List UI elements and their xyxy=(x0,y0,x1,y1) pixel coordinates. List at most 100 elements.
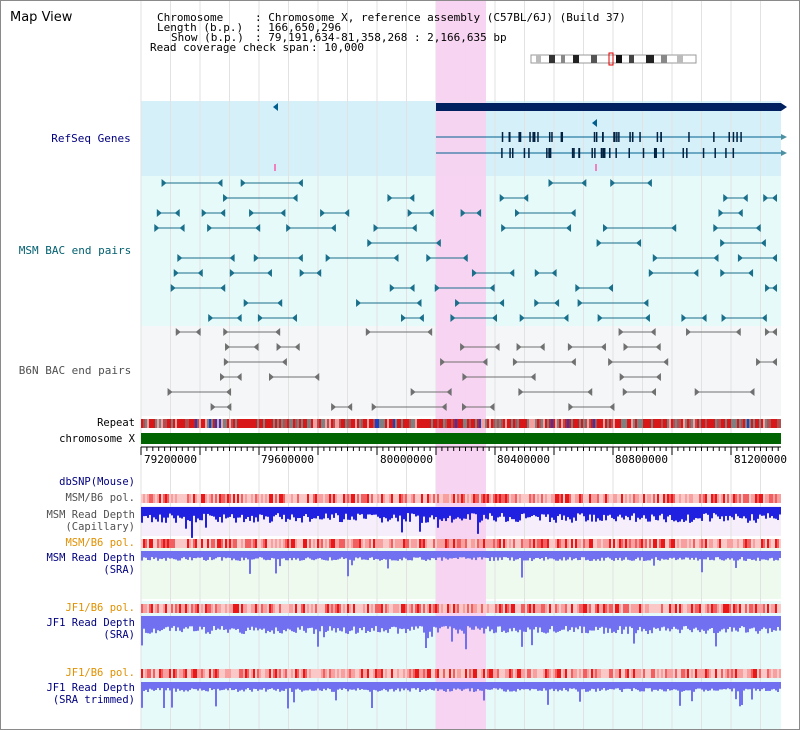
read-depth-bar xyxy=(407,616,409,630)
polymorphism-mark xyxy=(393,539,395,548)
repeat-segment xyxy=(165,419,167,428)
read-depth-bar xyxy=(215,507,217,520)
read-depth-bar xyxy=(433,616,435,627)
polymorphism-mark xyxy=(147,604,149,613)
polymorphism-mark xyxy=(317,604,319,613)
read-depth-bar xyxy=(721,682,723,690)
polymorphism-mark xyxy=(723,494,725,503)
bac-end xyxy=(644,314,650,322)
read-depth-bar xyxy=(735,551,737,568)
read-depth-bar xyxy=(693,551,695,560)
polymorphism-mark xyxy=(265,494,267,503)
polymorphism-mark xyxy=(579,539,581,548)
bac-end xyxy=(281,358,287,366)
read-depth-bar xyxy=(661,551,663,559)
read-depth-bar xyxy=(657,551,659,561)
bac-end xyxy=(277,299,283,307)
polymorphism-mark xyxy=(285,539,287,548)
read-depth-bar xyxy=(199,616,201,627)
read-depth-bar xyxy=(333,551,335,560)
bac-end xyxy=(597,314,603,322)
read-depth-bar xyxy=(661,507,663,514)
read-depth-bar xyxy=(481,616,483,628)
polymorphism-mark xyxy=(649,669,651,678)
polymorphism-mark xyxy=(217,494,219,503)
polymorphism-mark xyxy=(663,604,665,613)
read-depth-bar xyxy=(477,551,479,558)
read-depth-bar xyxy=(543,682,545,689)
repeat-segment xyxy=(337,419,339,428)
bac-end xyxy=(297,179,303,187)
read-depth-bar xyxy=(381,507,383,523)
read-depth-bar xyxy=(243,551,245,561)
polymorphism-mark xyxy=(579,494,581,503)
polymorphism-mark xyxy=(423,494,425,503)
repeat-segment xyxy=(511,419,513,428)
read-depth-bar xyxy=(445,682,447,692)
refseq-exon xyxy=(601,148,603,158)
length-key: Length (b.p.) xyxy=(157,21,244,34)
polymorphism-mark xyxy=(475,669,477,678)
polymorphism-mark xyxy=(285,669,287,678)
polymorphism-mark xyxy=(255,539,257,548)
polymorphism-mark xyxy=(517,494,519,503)
repeat-segment xyxy=(707,419,709,428)
read-depth-bar xyxy=(483,682,485,701)
repeat-segment xyxy=(497,419,499,428)
read-depth-bar xyxy=(253,551,255,560)
refseq-exon xyxy=(591,148,593,158)
polymorphism-mark xyxy=(441,669,443,678)
read-depth-bar xyxy=(469,616,471,628)
read-depth-bar xyxy=(679,507,681,522)
repeat-segment xyxy=(441,419,443,428)
read-depth-bar xyxy=(337,507,339,516)
bac-end xyxy=(489,284,495,292)
bac-end xyxy=(608,284,614,292)
polymorphism-mark xyxy=(755,604,757,613)
polymorphism-mark xyxy=(271,604,273,613)
bac-end xyxy=(161,179,167,187)
repeat-segment xyxy=(547,419,549,428)
read-depth-bar xyxy=(621,551,623,561)
read-depth-bar xyxy=(353,616,355,627)
read-depth-bar xyxy=(195,616,197,632)
read-depth-bar xyxy=(375,507,377,515)
polymorphism-mark xyxy=(481,494,483,503)
read-depth-bar xyxy=(393,551,395,561)
polymorphism-mark xyxy=(171,604,173,613)
polymorphism-mark xyxy=(231,669,233,678)
polymorphism-mark xyxy=(223,669,225,678)
read-depth-bar xyxy=(757,551,759,558)
polymorphism-mark xyxy=(373,669,375,678)
bac-end xyxy=(581,179,587,187)
polymorphism-mark xyxy=(457,494,459,503)
read-depth-bar xyxy=(727,551,729,559)
polymorphism-mark xyxy=(673,539,675,548)
read-depth-bar xyxy=(659,616,661,631)
polymorphism-mark xyxy=(475,604,477,613)
polymorphism-mark xyxy=(303,669,305,678)
repeat-segment xyxy=(751,419,753,428)
polymorphism-mark xyxy=(583,494,585,503)
polymorphism-mark xyxy=(625,604,627,613)
read-depth-bar xyxy=(321,682,323,691)
bac-end xyxy=(646,179,652,187)
polymorphism-mark xyxy=(493,494,495,503)
polymorphism-mark xyxy=(543,669,545,678)
polymorphism-mark xyxy=(763,604,765,613)
polymorphism-mark xyxy=(541,604,543,613)
repeat-segment xyxy=(545,419,547,428)
read-depth-bar xyxy=(597,507,599,519)
polymorphism-mark xyxy=(687,604,689,613)
refseq-exon xyxy=(546,148,548,158)
polymorphism-mark xyxy=(677,494,679,503)
polymorphism-mark xyxy=(245,604,247,613)
polymorphism-mark xyxy=(287,604,289,613)
bac-end xyxy=(320,209,326,217)
polymorphism-mark xyxy=(521,604,523,613)
polymorphism-mark xyxy=(593,604,595,613)
polymorphism-mark xyxy=(699,669,701,678)
read-depth-bar xyxy=(545,682,547,691)
read-depth-bar xyxy=(281,616,283,634)
